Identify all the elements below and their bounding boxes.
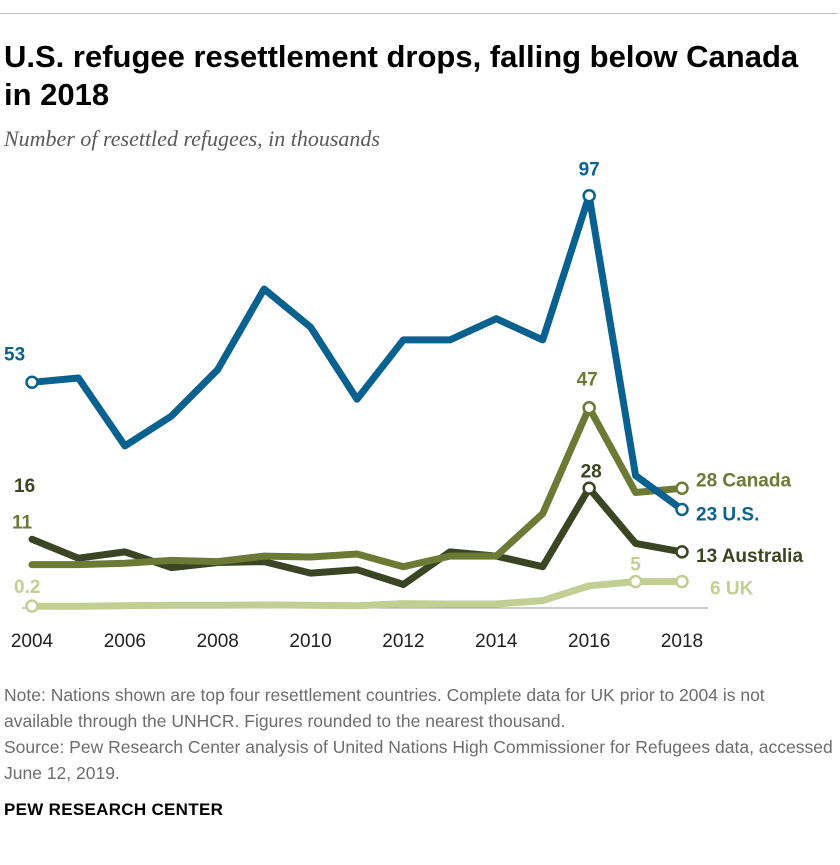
data-label-uk-peak: 5 (630, 555, 641, 576)
point-marker-uk-end (675, 574, 689, 589)
x-tick-label: 2016 (568, 631, 610, 652)
data-label-australia-start: 16 (14, 476, 35, 497)
chart-title: U.S. refugee resettlement drops, falling… (4, 39, 799, 112)
data-label-australia-peak: 28 (581, 461, 602, 482)
footnote: Note: Nations shown are top four resettl… (4, 682, 834, 786)
point-marker-u-s-end (675, 502, 689, 517)
data-label-u-s-start: 53 (4, 344, 25, 365)
point-marker-australia-peak (582, 481, 596, 496)
series-line-canada (28, 404, 686, 571)
x-tick-label: 2010 (289, 631, 331, 652)
data-label-australia-end: 13 Australia (696, 546, 803, 567)
data-label-canada-start: 11 (12, 513, 33, 534)
point-marker-u-s-start (25, 375, 39, 390)
x-tick-label: 2004 (11, 631, 54, 652)
data-label-canada-end: 28 Canada (696, 470, 791, 491)
point-marker-canada-peak (582, 400, 596, 415)
data-label-canada-peak: 47 (577, 370, 598, 391)
series-line-u-s (28, 192, 686, 513)
point-marker-u-s-peak (582, 188, 596, 203)
data-labels: 0.2 5 6 UK 16 28 13 Australia 11 47 28 Canada 53 9… (4, 160, 803, 600)
line-chart: 0.2 5 6 UK 16 28 13 Australia 11 47 28 Canada 53 9… (4, 160, 803, 652)
data-label-uk-start: 0.2 (14, 577, 40, 598)
series-markers (25, 188, 689, 613)
x-axis-ticks: 2004 2006 2008 2010 2012 2014 2016 2018 (11, 631, 703, 652)
point-marker-uk-peak (628, 574, 643, 589)
brand-logo-text: PEW RESEARCH CENTER (4, 800, 224, 819)
top-rule (0, 13, 838, 14)
series-lines (28, 192, 686, 610)
point-marker-australia-end (675, 545, 689, 559)
note-text: Note: Nations shown are top four resettl… (4, 685, 765, 731)
x-tick-label: 2006 (104, 631, 146, 652)
data-label-uk-end: 6 UK (710, 579, 754, 600)
point-marker-canada-end (675, 481, 689, 496)
x-tick-label: 2018 (661, 631, 703, 652)
x-tick-label: 2014 (475, 631, 518, 652)
point-marker-uk-start (25, 599, 39, 613)
series-line-uk (28, 578, 686, 610)
source-text: Source: Pew Research Center analysis of … (4, 737, 833, 783)
series-line-australia (28, 484, 686, 588)
x-tick-label: 2012 (382, 631, 424, 652)
chart-subtitle: Number of resettled refugees, in thousan… (4, 126, 380, 151)
data-label-u-s-end: 23 U.S. (696, 504, 759, 525)
data-label-u-s-peak: 97 (579, 160, 600, 181)
x-tick-label: 2008 (197, 631, 239, 652)
